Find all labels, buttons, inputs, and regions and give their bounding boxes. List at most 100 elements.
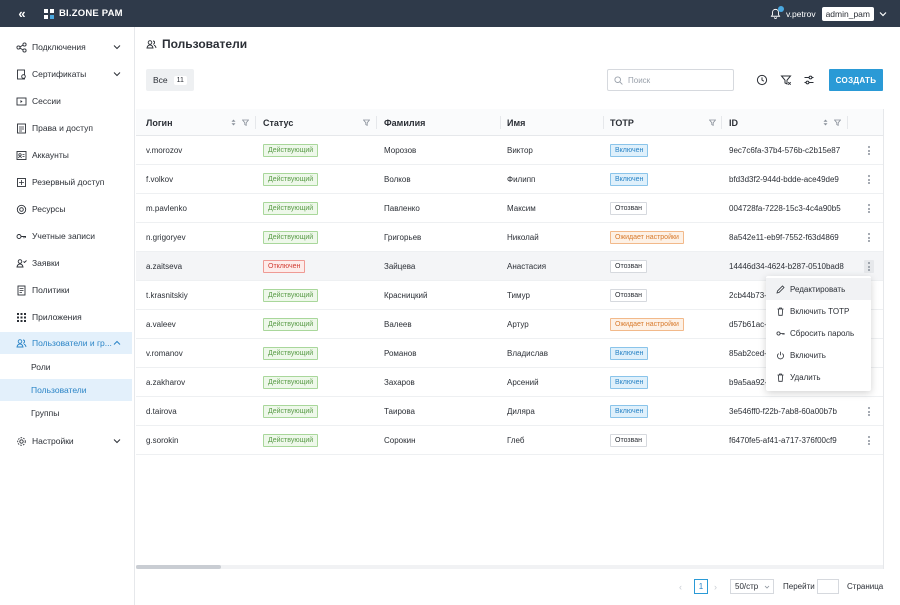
menu-item-edit[interactable]: Редактировать xyxy=(766,278,871,300)
sidebar-item-label: Пользователи и гр... xyxy=(32,338,112,348)
table-row[interactable]: a.zakharov Действующий Захаров Арсений Включ… xyxy=(136,368,883,397)
collapse-sidebar-button[interactable]: « xyxy=(18,6,26,21)
sidebar-item-users-and-groups[interactable]: Пользователи и гр... xyxy=(0,332,132,354)
menu-item-enable[interactable]: Включить xyxy=(766,344,871,366)
row-actions-icon[interactable] xyxy=(864,173,874,186)
history-button[interactable] xyxy=(753,71,771,89)
cell-status: Действующий xyxy=(263,136,319,165)
page-title: Пользователи xyxy=(146,37,247,51)
column-header-login[interactable]: Логин xyxy=(136,109,173,136)
id-text: d57b61ac- xyxy=(729,320,767,329)
table-row[interactable]: f.volkov Действующий Волков Филипп Включен bf… xyxy=(136,165,883,194)
page-number-current[interactable]: 1 xyxy=(694,579,708,594)
id-text: 14446d34-4624-b287-0510bad8 xyxy=(729,262,844,271)
sort-icon[interactable] xyxy=(230,119,237,126)
totp-badge: Включен xyxy=(610,405,649,418)
sidebar-item-resources[interactable]: Ресурсы xyxy=(0,198,132,220)
table-row[interactable]: v.romanov Действующий Романов Владислав Вклю… xyxy=(136,339,883,368)
filter-button[interactable] xyxy=(777,71,795,89)
account-selector[interactable]: admin_pam xyxy=(821,6,874,21)
sidebar-item-sessions[interactable]: Сессии xyxy=(0,90,132,112)
sidebar-subitem-groups[interactable]: Группы xyxy=(31,408,60,418)
sidebar-item-certificates[interactable]: Сертификаты xyxy=(0,63,132,85)
menu-item-reset-password[interactable]: Сбросить пароль xyxy=(766,322,871,344)
cell-login: m.pavlenko xyxy=(146,194,187,223)
cell-login: v.romanov xyxy=(146,339,183,368)
columns-settings-button[interactable] xyxy=(800,71,818,89)
cell-login: a.zakharov xyxy=(146,368,185,397)
sidebar-item-applications[interactable]: Приложения xyxy=(0,306,132,328)
tab-all-label: Все xyxy=(153,75,168,85)
row-actions-icon[interactable] xyxy=(864,434,874,447)
chevron-down-icon[interactable] xyxy=(878,9,888,19)
goto-page-input[interactable] xyxy=(817,579,839,594)
row-actions-icon[interactable] xyxy=(864,405,874,418)
table-row[interactable]: a.valeev Действующий Валеев Артур Ожидает на… xyxy=(136,310,883,339)
table-row[interactable]: t.krasnitskiy Действующий Красницкий Тимур О… xyxy=(136,281,883,310)
next-page-button[interactable]: › xyxy=(714,582,717,592)
tab-all[interactable]: Все 11 xyxy=(146,69,194,91)
table-row[interactable]: g.sorokin Действующий Сорокин Глеб Отозван f6… xyxy=(136,426,883,455)
column-header-status[interactable]: Статус xyxy=(253,109,293,136)
filter-icon[interactable] xyxy=(363,119,370,126)
sidebar-item-credentials[interactable]: Учетные записи xyxy=(0,225,132,247)
sidebar-item-requests[interactable]: Заявки xyxy=(0,252,132,274)
menu-item-enable-totp[interactable]: Включить TOTP xyxy=(766,300,871,322)
login-text: v.morozov xyxy=(146,146,183,155)
login-text: a.valeev xyxy=(146,320,176,329)
column-header-id[interactable]: ID xyxy=(719,109,738,136)
column-header-first-name[interactable]: Имя xyxy=(497,109,525,136)
row-actions-icon[interactable] xyxy=(864,231,874,244)
login-text: n.grigoryev xyxy=(146,233,186,242)
cell-totp: Включен xyxy=(610,339,649,368)
first-text: Диляра xyxy=(507,407,535,416)
sidebar-item-policies[interactable]: Политики xyxy=(0,279,132,301)
id-text: 2cb44b73- xyxy=(729,291,767,300)
prev-page-button[interactable]: ‹ xyxy=(679,582,682,592)
sidebar-item-label: Сессии xyxy=(32,96,61,106)
create-button[interactable]: СОЗДАТЬ xyxy=(829,69,883,91)
clock-icon xyxy=(756,74,768,86)
row-actions-icon[interactable] xyxy=(864,144,874,157)
cell-status: Действующий xyxy=(263,426,319,455)
login-text: a.zakharov xyxy=(146,378,186,387)
id-text: 8a542e11-eb9f-7552-f63d4869 xyxy=(729,233,839,242)
column-header-last-name[interactable]: Фамилия xyxy=(374,109,425,136)
trash-icon xyxy=(777,307,784,316)
search-input[interactable]: Поиск xyxy=(607,69,734,91)
sidebar-subitem-roles[interactable]: Роли xyxy=(31,362,51,372)
notifications-icon[interactable] xyxy=(770,5,784,20)
column-header-totp[interactable]: TOTP xyxy=(600,109,634,136)
table-row[interactable]: n.grigoryev Действующий Григорьев Николай Ож… xyxy=(136,223,883,252)
cell-status: Действующий xyxy=(263,223,319,252)
sidebar-item-backup-access[interactable]: Резервный доступ xyxy=(0,171,132,193)
filter-icon[interactable] xyxy=(834,119,841,126)
sidebar-item-accounts[interactable]: Аккаунты xyxy=(0,144,132,166)
filter-icon[interactable] xyxy=(242,119,249,126)
sidebar-item-label: Ресурсы xyxy=(32,204,66,214)
scrollbar-thumb[interactable] xyxy=(136,565,221,569)
sidebar-item-connections[interactable]: Подключения xyxy=(0,36,132,58)
filter-icon[interactable] xyxy=(709,119,716,126)
cell-status: Отключен xyxy=(263,252,306,281)
menu-item-delete[interactable]: Удалить xyxy=(766,366,871,388)
row-actions-icon[interactable] xyxy=(864,260,874,273)
table-row[interactable]: m.pavlenko Действующий Павленко Максим Отозв… xyxy=(136,194,883,223)
first-text: Виктор xyxy=(507,146,533,155)
cell-status: Действующий xyxy=(263,397,319,426)
login-text: g.sorokin xyxy=(146,436,179,445)
table-row[interactable]: d.tairova Действующий Таирова Диляра Включен… xyxy=(136,397,883,426)
sidebar-subitem-users[interactable]: Пользователи xyxy=(0,379,132,401)
chevron-down-icon xyxy=(113,45,121,50)
sidebar-item-settings[interactable]: Настройки xyxy=(0,430,132,452)
cell-last: Волков xyxy=(384,165,411,194)
table-row[interactable]: v.morozov Действующий Морозов Виктор Включен… xyxy=(136,136,883,165)
sort-icon[interactable] xyxy=(822,119,829,126)
sidebar-item-label: Резервный доступ xyxy=(32,177,105,187)
horizontal-scrollbar[interactable] xyxy=(136,565,883,569)
page-size-select[interactable]: 50/стр xyxy=(730,579,774,594)
row-actions-icon[interactable] xyxy=(864,202,874,215)
sidebar-item-permissions[interactable]: Права и доступ xyxy=(0,117,132,139)
cell-last: Григорьев xyxy=(384,223,421,252)
table-row[interactable]: a.zaitseva Отключен Зайцева Анастасия Отозва… xyxy=(136,252,883,281)
